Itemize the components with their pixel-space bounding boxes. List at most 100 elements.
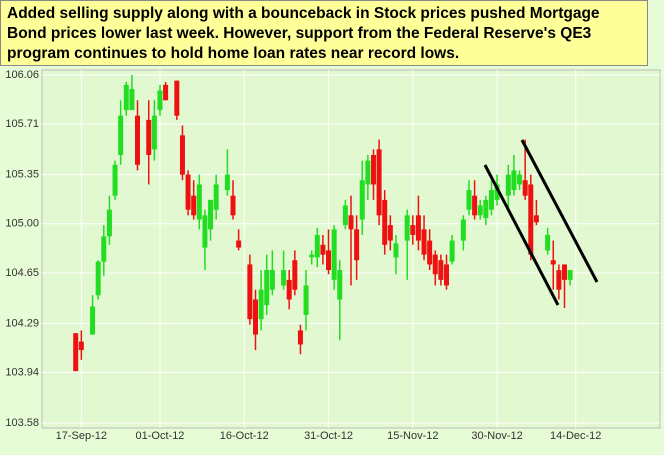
annotation-line: Added selling supply along with a bounce…	[7, 5, 600, 22]
candle-body	[196, 184, 202, 220]
y-tick-label: 105.35	[5, 169, 39, 181]
candle-body	[78, 341, 84, 351]
candle-body	[421, 229, 427, 255]
candle-body	[112, 164, 118, 196]
candle-body	[309, 254, 315, 258]
x-tick-label: 16-Oct-12	[220, 430, 269, 442]
candle-body	[191, 195, 197, 216]
candle-body	[567, 270, 573, 280]
candle-body	[432, 254, 438, 275]
candle-body	[550, 260, 556, 265]
candle-body	[123, 84, 129, 111]
candle-body	[303, 285, 309, 315]
candle-body	[561, 264, 567, 280]
x-tick-label: 17-Sep-12	[56, 430, 107, 442]
candle-body	[342, 205, 348, 226]
candle-body	[438, 260, 444, 280]
candle-body	[151, 115, 157, 150]
candle-body	[281, 270, 287, 286]
candle-body	[292, 260, 298, 290]
y-tick-label: 103.94	[5, 366, 39, 378]
y-tick-label: 104.29	[5, 317, 39, 329]
candle-body	[314, 234, 320, 258]
x-tick-label: 14-Dec-12	[550, 430, 601, 442]
trend-line	[520, 139, 599, 283]
candle-body	[354, 229, 360, 261]
candle-body	[208, 199, 214, 230]
candle-body	[213, 184, 219, 210]
candle-body	[179, 135, 185, 175]
candle-body	[326, 250, 332, 271]
candle-body	[331, 229, 337, 280]
candle-body	[466, 190, 472, 210]
candle-body	[230, 195, 236, 216]
candle-body	[472, 195, 478, 216]
candle-body	[410, 225, 416, 235]
y-tick-label: 106.06	[5, 69, 39, 81]
candle-body	[382, 199, 388, 245]
candle-body	[449, 240, 455, 262]
y-tick-label: 105.00	[5, 218, 39, 230]
candle-body	[404, 215, 410, 241]
trend-line	[483, 164, 560, 306]
candle-body	[90, 306, 96, 335]
candle-body	[483, 199, 489, 219]
candle-body	[202, 215, 208, 248]
candle-body	[365, 160, 371, 185]
candle-body	[269, 270, 275, 290]
candle-body	[511, 170, 517, 191]
candle-body	[348, 215, 354, 230]
candle-body	[415, 215, 421, 241]
y-tick-label: 104.65	[5, 267, 39, 279]
x-tick-label: 31-Oct-12	[304, 430, 353, 442]
candle-body	[337, 270, 343, 300]
candle-body	[528, 184, 534, 255]
candle-body	[129, 89, 135, 111]
annotation-line: program continues to hold home loan rate…	[7, 45, 460, 62]
candle-body	[157, 90, 163, 111]
candle-body	[185, 174, 191, 210]
candle-body	[376, 149, 382, 216]
candle-body	[494, 184, 500, 200]
candle-body	[247, 264, 253, 320]
x-tick-label: 15-Nov-12	[387, 430, 438, 442]
y-tick-label: 103.58	[5, 417, 39, 429]
candle-body	[393, 243, 399, 258]
candle-body	[101, 236, 107, 262]
y-tick-label: 105.71	[5, 118, 39, 130]
candle-body	[477, 205, 483, 216]
annotation-line: Bond prices lower last week. However, su…	[7, 25, 592, 42]
annotation-box: Added selling supply along with a bounce…	[0, 0, 648, 66]
candle-body	[505, 174, 511, 196]
candle-body	[297, 330, 303, 345]
candle-body	[146, 119, 152, 155]
candle-body	[488, 190, 494, 210]
candle-body	[359, 180, 365, 220]
candle-body	[556, 270, 562, 290]
candle-body	[460, 219, 466, 241]
candle-body	[264, 270, 270, 306]
candle-body	[118, 115, 124, 155]
candle-body	[252, 299, 258, 335]
candle-body	[522, 180, 528, 196]
x-tick-label: 01-Oct-12	[136, 430, 185, 442]
x-tick-label: 30-Nov-12	[471, 430, 522, 442]
candle-body	[135, 115, 141, 165]
candle-body	[517, 174, 523, 185]
candle-body	[370, 154, 376, 185]
candle-body	[320, 244, 326, 255]
candle-body	[174, 80, 180, 116]
candle-body	[286, 279, 292, 300]
candle-body	[236, 240, 242, 248]
candle-body	[427, 240, 433, 265]
candle-body	[95, 261, 101, 296]
candle-body	[545, 234, 551, 251]
candle-body	[224, 174, 230, 191]
candle-body	[387, 225, 393, 241]
candle-body	[73, 333, 79, 372]
candle-body	[106, 209, 112, 237]
candle-body	[163, 84, 169, 101]
candle-body	[533, 215, 539, 223]
